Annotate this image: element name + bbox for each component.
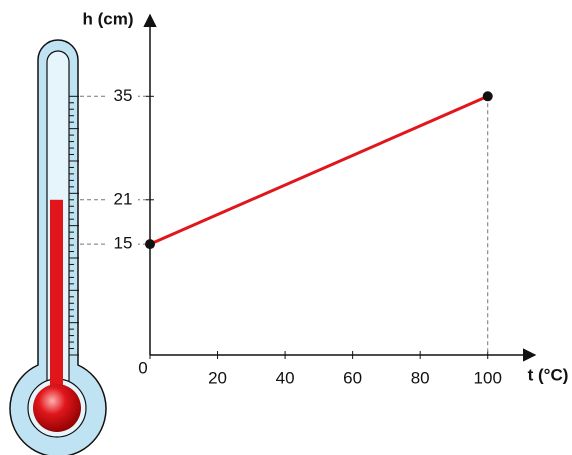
point <box>145 239 155 250</box>
x-axis-title: t (°C) <box>528 365 569 384</box>
point <box>482 91 493 102</box>
x-tick-label: 60 <box>343 368 362 387</box>
y-tick-label: 15 <box>114 234 133 253</box>
x-tick-label: 20 <box>208 368 227 387</box>
y-tick-label: 21 <box>114 189 133 208</box>
thermometer-bulb <box>33 384 81 432</box>
line <box>149 94 489 246</box>
y-axis-title: h (cm) <box>83 9 134 28</box>
x-tick-label: 40 <box>276 368 295 387</box>
thermometer-column <box>50 199 63 395</box>
x-tick-label: 0 <box>138 358 147 377</box>
y-tick-label-bg <box>108 190 138 209</box>
y-tick-label: 35 <box>114 86 133 105</box>
y-tick-label-bg <box>108 87 138 106</box>
y-tick-label-bg <box>108 235 138 254</box>
x-tick-label: 100 <box>474 368 502 387</box>
x-tick-label: 80 <box>411 368 430 387</box>
